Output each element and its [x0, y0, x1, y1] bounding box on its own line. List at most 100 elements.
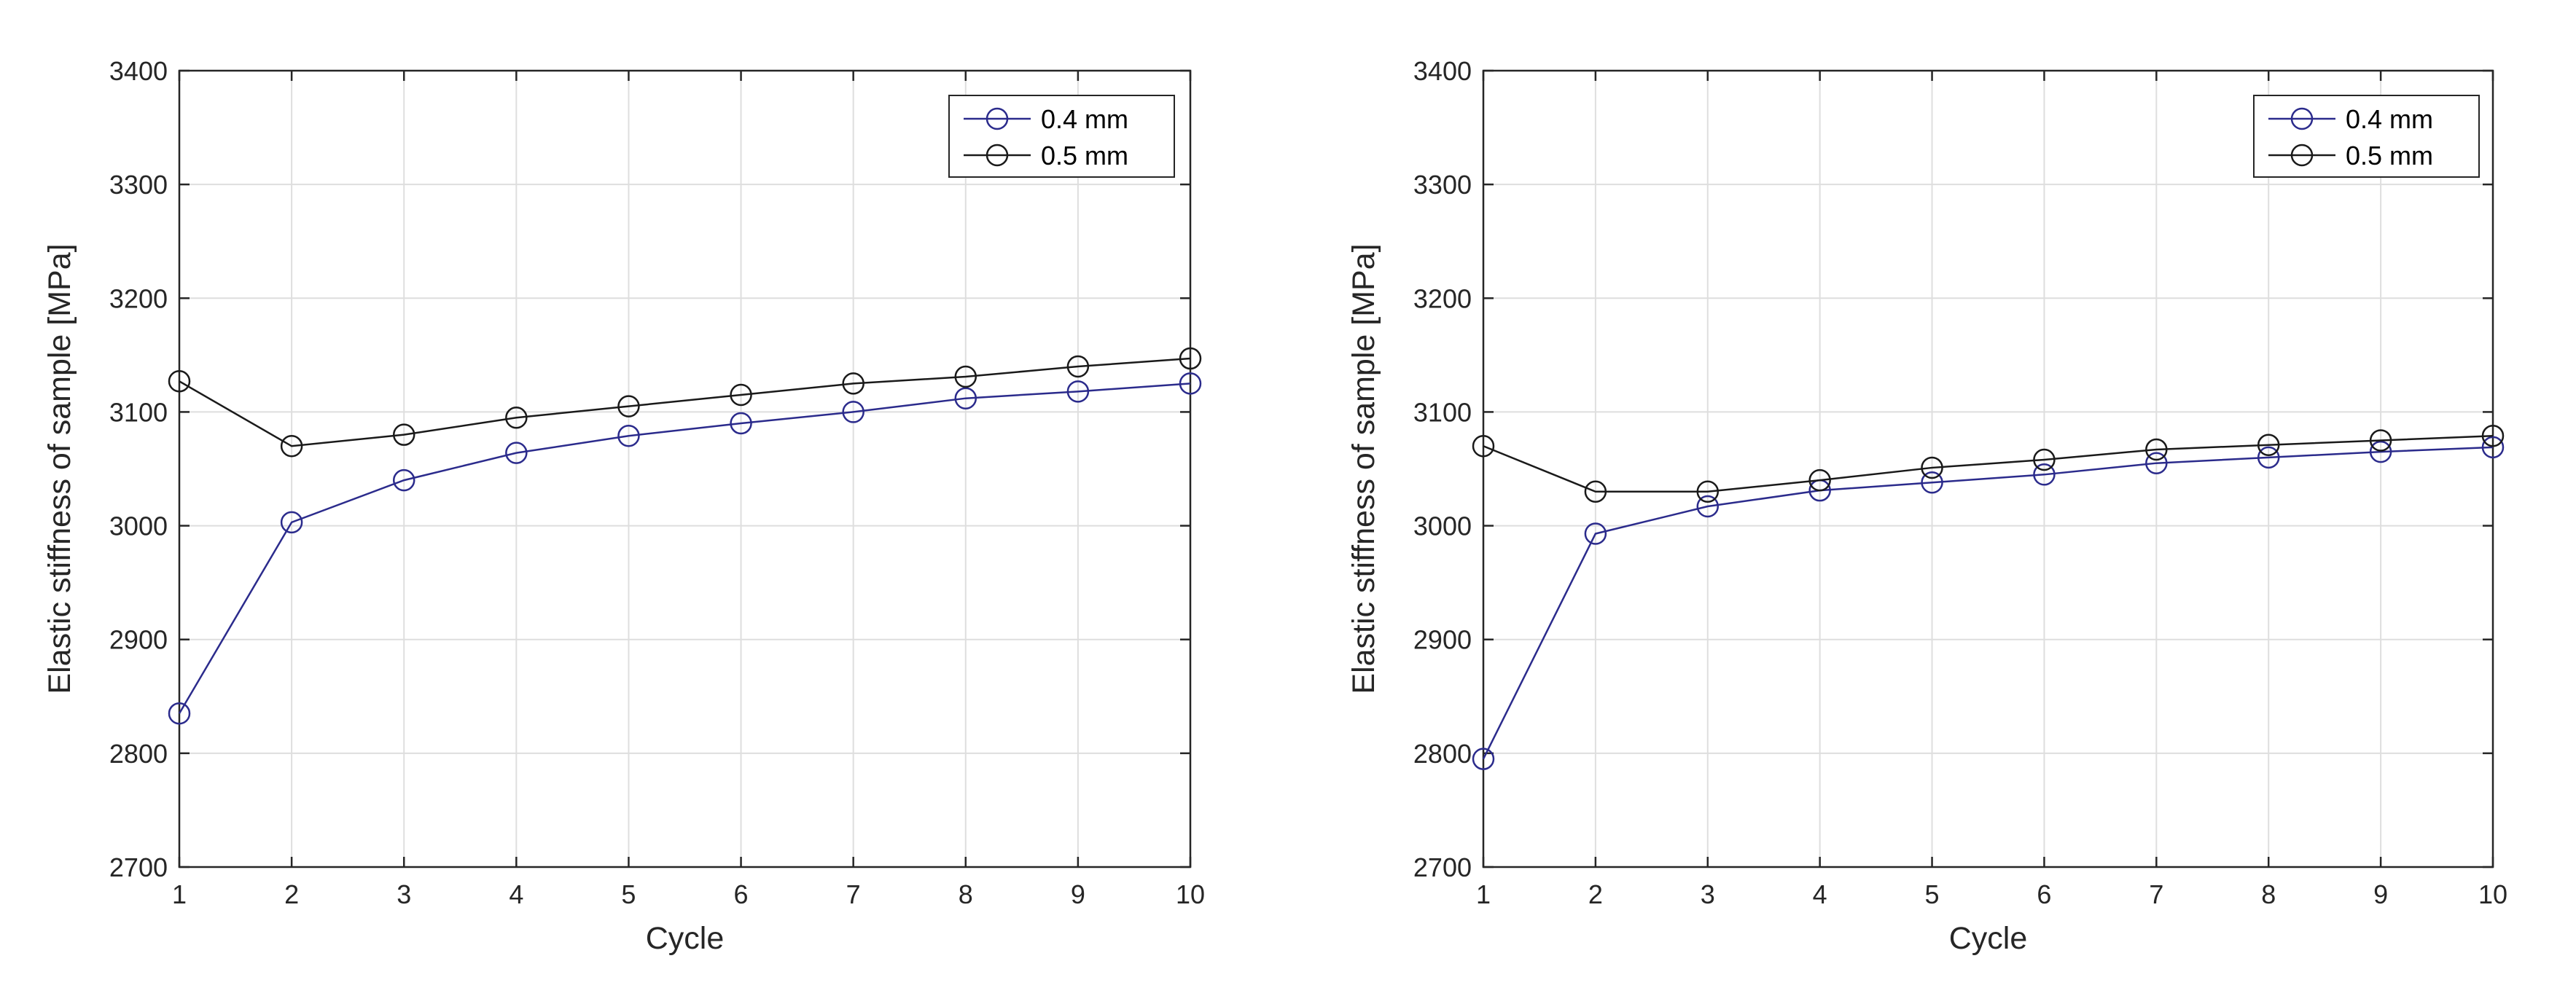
- y-tick-label: 3200: [109, 283, 168, 313]
- legend-item: 0.5 mm: [964, 141, 1128, 170]
- x-tick-label: 4: [509, 879, 523, 909]
- x-tick-label: 9: [1071, 879, 1085, 909]
- series-line: [1482, 446, 2494, 760]
- y-axis-label: Elastic stiffness of sample [MPa]: [42, 243, 77, 694]
- data-point: [954, 387, 977, 409]
- chart-panel-1: 1 2 3 4 5 6 7 8 9 10 2700 2800 2900 3000 3100 3200 3300 3…: [42, 56, 1205, 956]
- data-point: [2145, 438, 2168, 461]
- y-tick-label: 3100: [109, 397, 168, 427]
- plot-area: [179, 71, 1190, 867]
- data-point: [1921, 456, 1943, 479]
- data-point: [392, 423, 415, 446]
- legend-item: 0.4 mm: [964, 104, 1128, 134]
- y-tick-label: 2800: [109, 739, 168, 769]
- data-point: [168, 370, 191, 393]
- x-tick-label: 3: [1701, 879, 1715, 909]
- data-point: [505, 406, 528, 429]
- x-tick-label: 5: [1925, 879, 1940, 909]
- legend-marker: [2290, 144, 2314, 167]
- data-point: [842, 401, 864, 423]
- data-point: [842, 372, 864, 395]
- legend-marker: [985, 144, 1009, 167]
- data-point: [2481, 436, 2505, 459]
- data-point: [617, 395, 640, 417]
- x-tick-label: 8: [2261, 879, 2276, 909]
- y-axis-label: Elastic stiffness of sample [MPa]: [1346, 243, 1381, 694]
- y-tick-label: 2700: [1413, 852, 1472, 882]
- data-point: [1066, 380, 1090, 403]
- x-tick-label: 8: [959, 879, 973, 909]
- data-point: [1179, 372, 1202, 395]
- legend-box: [948, 95, 1175, 178]
- data-point: [1179, 347, 1202, 370]
- y-tick-label: 2900: [1413, 625, 1472, 655]
- y-tick-label: 3400: [109, 56, 168, 86]
- data-point: [1808, 468, 1831, 492]
- legend-label: 0.5 mm: [1041, 141, 1128, 170]
- data-point: [1472, 435, 1495, 458]
- series-line: [178, 383, 1191, 714]
- x-tick-label: 5: [621, 879, 636, 909]
- y-tick-label: 3300: [1413, 170, 1472, 200]
- data-point: [2033, 463, 2056, 486]
- x-tick-label: 7: [2149, 879, 2163, 909]
- data-point: [1584, 522, 1607, 545]
- axes-box: [178, 69, 1192, 868]
- legend: 0.4 mm 0.5 mm: [2253, 95, 2480, 178]
- data-point: [2033, 448, 2056, 471]
- chart-panel-2: 1 2 3 4 5 6 7 8 9 10 2700 2800 2900 3000 3100 3200 3300 3…: [1346, 56, 2507, 956]
- x-tick-label: 10: [1176, 879, 1205, 909]
- y-tick-label: 3200: [1413, 283, 1472, 313]
- x-tick-label: 3: [397, 879, 411, 909]
- x-tick-label: 2: [284, 879, 299, 909]
- ticks: 1 2 3 4 5 6 7 8 9 10 2700 2800 2900 3000 3100 3200 3300 3…: [1413, 56, 2507, 909]
- x-tick-label: 7: [846, 879, 861, 909]
- data-point: [505, 442, 528, 464]
- data-point: [1921, 471, 1943, 494]
- x-tick-label: 6: [2037, 879, 2051, 909]
- legend-box: [2253, 95, 2480, 178]
- axes-box: [1482, 69, 2494, 868]
- x-tick-label: 1: [172, 879, 187, 909]
- legend-item: 0.5 mm: [2268, 141, 2433, 170]
- x-tick-label: 4: [1813, 879, 1827, 909]
- x-tick-label: 1: [1476, 879, 1491, 909]
- y-tick-label: 2800: [1413, 739, 1472, 769]
- y-tick-label: 3300: [109, 170, 168, 200]
- data-point: [617, 424, 640, 447]
- data-point: [168, 702, 191, 725]
- series-line: [179, 357, 1191, 447]
- grid: [1483, 71, 2493, 867]
- data-point: [1584, 480, 1607, 503]
- x-tick-label: 6: [734, 879, 749, 909]
- x-tick-label: 9: [2373, 879, 2388, 909]
- x-tick-label: 10: [2478, 879, 2507, 909]
- y-tick-label: 3400: [1413, 56, 1472, 86]
- data-point: [2145, 452, 2168, 474]
- y-tick-label: 3100: [1413, 397, 1472, 427]
- data-point: [280, 435, 303, 458]
- data-point: [730, 383, 752, 407]
- data-point: [2369, 440, 2392, 463]
- legend-item: 0.4 mm: [2268, 104, 2433, 134]
- y-tick-label: 3000: [109, 511, 168, 541]
- legend-label: 0.5 mm: [2346, 141, 2433, 170]
- ticks: 1 2 3 4 5 6 7 8 9 10 2700 2800 2900 3000 3100 3200 3300 3…: [109, 56, 1205, 909]
- data-point: [280, 511, 303, 534]
- grid: [179, 71, 1190, 867]
- x-axis-label: Cycle: [646, 921, 725, 956]
- data-point: [730, 412, 752, 435]
- data-point: [2481, 424, 2505, 447]
- series-line: [1483, 434, 2494, 493]
- series-0-4-mm: [168, 372, 1202, 725]
- data-point: [954, 365, 977, 388]
- data-point: [1696, 480, 1720, 503]
- data-point: [2257, 446, 2280, 469]
- data-point: [1696, 495, 1720, 518]
- y-tick-label: 2900: [109, 625, 168, 655]
- data-point: [1472, 748, 1495, 770]
- data-point: [2257, 434, 2280, 456]
- series-0-5-mm: [168, 347, 1202, 458]
- plot-area: [1483, 71, 2493, 867]
